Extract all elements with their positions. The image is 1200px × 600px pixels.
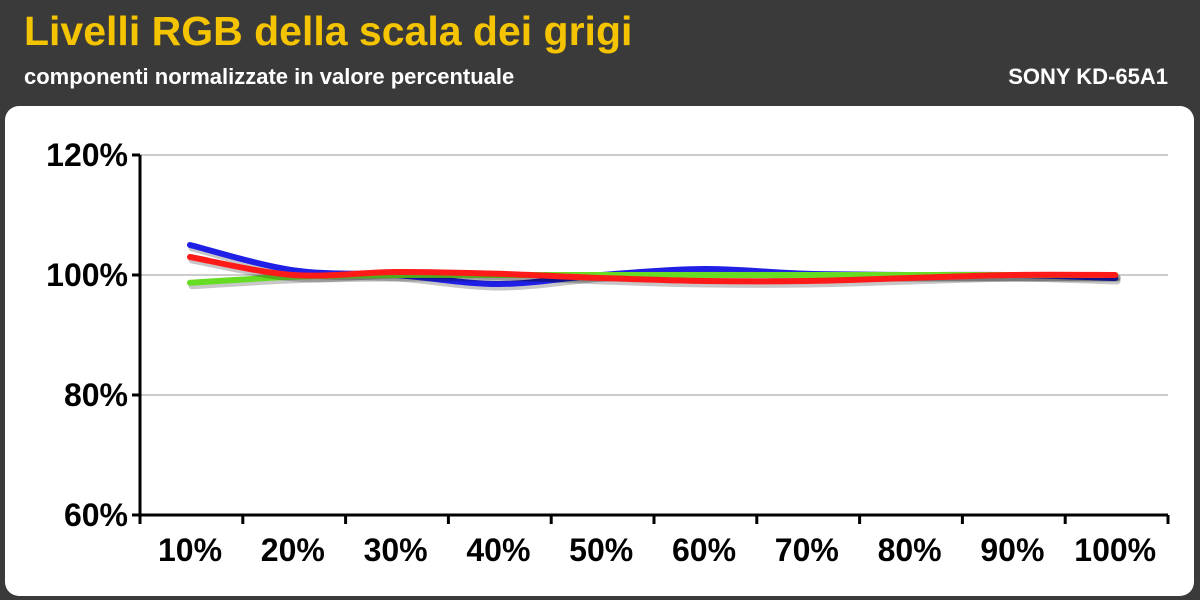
y-tick-label: 100% [46, 257, 128, 293]
x-tick-label: 10% [158, 532, 222, 568]
x-tick-label: 30% [364, 532, 428, 568]
x-tick-label: 60% [672, 532, 736, 568]
y-tick-label: 60% [64, 497, 128, 533]
x-tick-label: 90% [980, 532, 1044, 568]
x-tick-label: 100% [1074, 532, 1156, 568]
x-tick-label: 70% [775, 532, 839, 568]
x-tick-label: 80% [878, 532, 942, 568]
chart-title: Livelli RGB della scala dei grigi [24, 8, 633, 54]
header-bar: Livelli RGB della scala dei grigi compon… [0, 0, 1200, 100]
y-tick-label: 120% [46, 137, 128, 173]
plot-panel: 60% 80% 100% 120% 10% 20% 30% 40% 50% 60% 70% 80% 90… [5, 106, 1194, 596]
device-model-label: SONY KD-65A1 [1008, 64, 1168, 89]
x-tick-label: 40% [466, 532, 530, 568]
x-tick-label: 20% [261, 532, 325, 568]
y-tick-label: 80% [64, 377, 128, 413]
series-line [187, 254, 1119, 285]
x-tick-label: 50% [569, 532, 633, 568]
line-chart: 60% 80% 100% 120% 10% 20% 30% 40% 50% 60% 70% 80% 90… [46, 137, 1170, 568]
chart-subtitle: componenti normalizzate in valore percen… [24, 64, 515, 89]
